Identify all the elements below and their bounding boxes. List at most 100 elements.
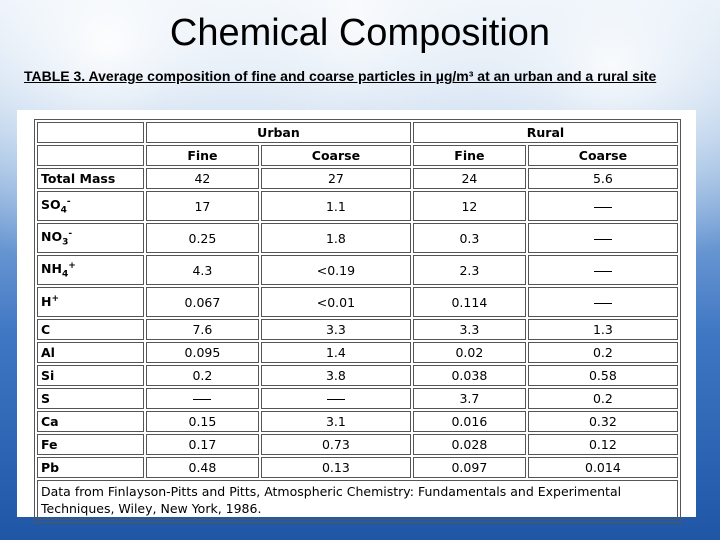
slide-title: Chemical Composition [169, 12, 551, 54]
table-cell: 0.2 [527, 388, 678, 409]
row-label-subscript: 4 [61, 269, 69, 280]
table-cell: 3.1 [260, 411, 411, 432]
no-data-dash [593, 270, 612, 272]
table-cell [146, 388, 259, 409]
table-row: Fe 0.17 0.73 0.028 0.12 [37, 434, 678, 455]
table-cell: 42 [146, 168, 259, 189]
row-label-text: Si [41, 368, 55, 383]
row-label-text: Al [41, 345, 55, 360]
no-data-dash [593, 238, 612, 240]
row-label-text: C [41, 322, 51, 337]
table-row: S 3.7 0.2 [37, 388, 678, 409]
table-cell: 12 [412, 191, 526, 221]
table-cell: 4.3 [146, 255, 259, 285]
table-cell: 0.17 [146, 434, 259, 455]
table-cell [527, 255, 678, 285]
no-data-dash [193, 399, 212, 400]
row-label-subscript: 4 [60, 205, 67, 216]
row-label: Ca [37, 411, 144, 432]
no-data-dash [593, 206, 612, 208]
column-header-urban-coarse: Coarse [260, 145, 411, 166]
table-cell: 0.028 [412, 434, 526, 455]
table-row: C 7.6 3.3 3.3 1.3 [37, 319, 678, 340]
row-label: Si [37, 365, 144, 386]
table-cell: 17 [146, 191, 259, 221]
table-group-header-row: Urban Rural [37, 122, 678, 143]
row-label: Fe [37, 434, 144, 455]
table-caption: TABLE 3. Average composition of fine and… [24, 66, 704, 86]
row-label-text: Pb [41, 460, 60, 475]
table-column-header-row: Fine Coarse Fine Coarse [37, 145, 678, 166]
composition-table: Urban Rural Fine Coarse Fine Coarse Tota… [34, 119, 681, 523]
table-cell: 0.58 [527, 365, 678, 386]
table-cell [527, 287, 678, 317]
table-cell: 0.2 [146, 365, 259, 386]
table-panel: Urban Rural Fine Coarse Fine Coarse Tota… [17, 110, 696, 523]
table-cell: 0.25 [146, 223, 259, 253]
row-label-superscript: + [51, 294, 60, 305]
row-label: S [37, 388, 144, 409]
corner-cell [37, 122, 144, 143]
table-row: Pb 0.48 0.13 0.097 0.014 [37, 457, 678, 478]
column-header-rural-coarse: Coarse [527, 145, 678, 166]
row-label: Total Mass [37, 168, 144, 189]
table-cell: 24 [412, 168, 526, 189]
row-label-text: NO [41, 228, 63, 244]
table-cell: 0.3 [412, 223, 526, 253]
row-label: H+ [37, 287, 144, 317]
table-cell: 3.7 [412, 388, 526, 409]
table-cell: 0.12 [527, 434, 678, 455]
table-cell: 0.038 [412, 365, 526, 386]
table-cell: 0.73 [260, 434, 411, 455]
table-cell: 0.067 [146, 287, 259, 317]
column-header-rural-fine: Fine [412, 145, 526, 166]
table-caption-text: TABLE 3. Average composition of fine and… [24, 68, 657, 84]
table-cell: <0.01 [260, 287, 411, 317]
table-cell: 0.2 [527, 342, 678, 363]
row-label: Al [37, 342, 144, 363]
table-row: Si 0.2 3.8 0.038 0.58 [37, 365, 678, 386]
no-data-dash [593, 302, 612, 304]
table-cell: 0.097 [412, 457, 526, 478]
row-label-superscript: - [66, 196, 71, 207]
table-cell [527, 191, 678, 221]
table-row: Ca 0.15 3.1 0.016 0.32 [37, 411, 678, 432]
table-row: SO4- 17 1.1 12 [37, 191, 678, 221]
row-label-text: SO [41, 196, 61, 212]
no-data-dash [326, 399, 345, 400]
table-cell: 0.32 [527, 411, 678, 432]
table-cell: 2.3 [412, 255, 526, 285]
row-label-superscript: - [68, 228, 73, 239]
table-row: Total Mass 42 27 24 5.6 [37, 168, 678, 189]
row-label-text: NH [41, 260, 62, 276]
table-cell: 0.095 [146, 342, 259, 363]
row-label: Pb [37, 457, 144, 478]
table-cell: 1.4 [260, 342, 411, 363]
row-label-text: S [41, 391, 51, 406]
row-label: NO3- [37, 223, 144, 253]
table-cell: 0.114 [412, 287, 526, 317]
table-cell: 27 [260, 168, 411, 189]
table-cell: 0.13 [260, 457, 411, 478]
table-cell: 3.3 [412, 319, 526, 340]
table-cell: 0.014 [527, 457, 678, 478]
table-cell: 7.6 [146, 319, 259, 340]
group-header-urban: Urban [146, 122, 411, 143]
table-cell: <0.19 [260, 255, 411, 285]
group-header-rural: Rural [412, 122, 678, 143]
table-cell: 0.02 [412, 342, 526, 363]
table-note-row: Data from Finlayson-Pitts and Pitts, Atm… [37, 480, 678, 520]
row-label-superscript: + [68, 260, 76, 271]
column-header-urban-fine: Fine [146, 145, 259, 166]
table-cell: 0.48 [146, 457, 259, 478]
table-row: Al 0.095 1.4 0.02 0.2 [37, 342, 678, 363]
table-row: NH4+ 4.3 <0.19 2.3 [37, 255, 678, 285]
row-label-subscript: 3 [62, 237, 69, 248]
row-label-text: Ca [41, 414, 59, 429]
table-cell: 1.3 [527, 319, 678, 340]
table-cell: 3.8 [260, 365, 411, 386]
table-cell: 1.1 [260, 191, 411, 221]
table-cell: 5.6 [527, 168, 678, 189]
table-row: H+ 0.067 <0.01 0.114 [37, 287, 678, 317]
table-row: NO3- 0.25 1.8 0.3 [37, 223, 678, 253]
